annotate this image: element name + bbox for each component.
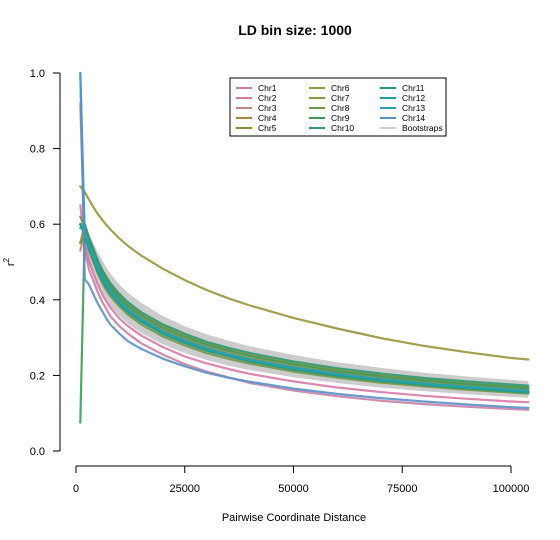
legend-label: Bootstraps bbox=[402, 123, 443, 133]
legend-label: Chr4 bbox=[258, 113, 277, 123]
legend-label: Chr10 bbox=[331, 123, 354, 133]
legend-label: Chr7 bbox=[331, 93, 350, 103]
series-line-chr2 bbox=[79, 204, 530, 404]
legend-label: Chr3 bbox=[258, 103, 277, 113]
series-line-chr6 bbox=[79, 185, 530, 361]
bootstraps-band bbox=[84, 224, 529, 398]
x-ticks: 0 25000 50000 75000 100000 bbox=[73, 466, 529, 495]
y-tick-label: 1.0 bbox=[30, 68, 45, 80]
y-tick-label: 0.8 bbox=[30, 144, 45, 156]
y-axis-title-superscript: 2 bbox=[2, 257, 11, 262]
legend-label: Chr12 bbox=[402, 93, 425, 103]
x-axis: 0 25000 50000 75000 100000 bbox=[73, 465, 529, 495]
x-tick-label: 75000 bbox=[387, 483, 418, 495]
bootstrap-band-layer bbox=[84, 224, 529, 398]
y-ticks: 0.0 0.2 0.4 0.6 0.8 1.0 bbox=[30, 68, 60, 458]
legend-label: Chr11 bbox=[402, 83, 425, 93]
x-tick-label: 100000 bbox=[493, 483, 530, 495]
legend: Chr1Chr2Chr3Chr4Chr5Chr6Chr7Chr8Chr9Chr1… bbox=[229, 77, 447, 137]
y-tick-label: 0.0 bbox=[30, 446, 45, 458]
y-tick-label: 0.2 bbox=[30, 370, 45, 382]
series-layer bbox=[79, 71, 530, 424]
legend-label: Chr8 bbox=[331, 103, 350, 113]
x-tick-label: 25000 bbox=[169, 483, 200, 495]
legend-label: Chr6 bbox=[331, 83, 350, 93]
x-tick-label: 50000 bbox=[278, 483, 309, 495]
legend-label: Chr2 bbox=[258, 93, 277, 103]
y-tick-label: 0.6 bbox=[30, 219, 45, 231]
chart-title: LD bin size: 1000 bbox=[238, 22, 352, 38]
legend-items: Chr1Chr2Chr3Chr4Chr5Chr6Chr7Chr8Chr9Chr1… bbox=[236, 83, 443, 133]
series-line-chr13 bbox=[79, 71, 530, 392]
y-tick-label: 0.4 bbox=[30, 295, 45, 307]
legend-box bbox=[229, 77, 447, 137]
y-axis-title-base: r bbox=[5, 262, 17, 266]
legend-label: Chr9 bbox=[331, 113, 350, 123]
legend-label: Chr14 bbox=[402, 113, 425, 123]
series-line-chr9 bbox=[79, 230, 530, 424]
y-axis-title: r2 bbox=[2, 257, 17, 266]
legend-label: Chr5 bbox=[258, 123, 277, 133]
x-tick-label: 0 bbox=[73, 483, 79, 495]
series-line-chr10 bbox=[79, 223, 530, 387]
legend-label: Chr1 bbox=[258, 83, 277, 93]
series-line-chr14 bbox=[79, 71, 530, 409]
legend-label: Chr13 bbox=[402, 103, 425, 113]
y-axis: 0.0 0.2 0.4 0.6 0.8 1.0 bbox=[30, 68, 61, 458]
plot-area bbox=[79, 71, 530, 424]
series-line-chr1 bbox=[79, 102, 530, 411]
x-axis-title: Pairwise Coordinate Distance bbox=[222, 512, 366, 524]
